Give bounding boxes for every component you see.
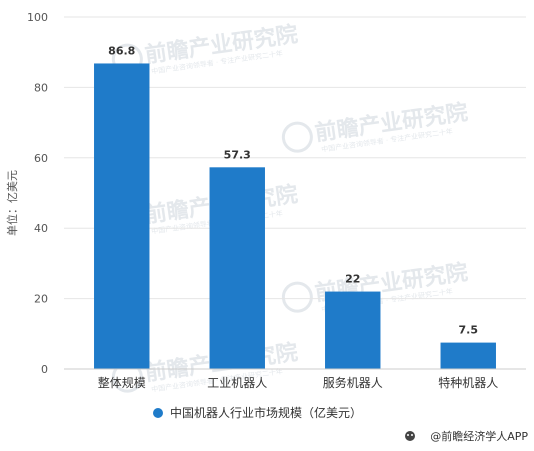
y-tick-label: 60 bbox=[34, 152, 48, 165]
wechat-icon-shape bbox=[405, 431, 415, 441]
legend[interactable]: 中国机器人行业市场规模（亿美元） bbox=[153, 405, 362, 420]
data-labels: 86.8 57.3 22 7.5 bbox=[108, 44, 478, 336]
x-tick-label: 特种机器人 bbox=[438, 375, 498, 390]
x-tick-label: 服务机器人 bbox=[323, 375, 383, 390]
legend-label: 中国机器人行业市场规模（亿美元） bbox=[170, 405, 362, 420]
y-tick-label: 100 bbox=[27, 11, 48, 24]
bar-value-label: 7.5 bbox=[459, 324, 479, 337]
legend-marker bbox=[153, 408, 163, 418]
x-axis-labels: 整体规模 工业机器人 服务机器人 特种机器人 bbox=[98, 375, 499, 390]
y-tick-label: 80 bbox=[34, 81, 48, 94]
y-tick-label: 0 bbox=[41, 363, 48, 376]
source-text: @前瞻经济学人APP bbox=[430, 429, 528, 443]
wechat-icon bbox=[405, 431, 415, 441]
bar[interactable] bbox=[94, 63, 150, 370]
bars bbox=[94, 63, 496, 370]
bar-value-label: 57.3 bbox=[224, 148, 251, 161]
bar-value-label: 22 bbox=[345, 273, 360, 286]
x-tick-label: 整体规模 bbox=[98, 375, 146, 390]
bar[interactable] bbox=[325, 291, 381, 369]
y-tick-label: 20 bbox=[34, 293, 48, 306]
bar[interactable] bbox=[440, 342, 496, 369]
wechat-icon-eye bbox=[407, 434, 409, 436]
wechat-icon-eye bbox=[411, 434, 413, 436]
bar[interactable] bbox=[209, 167, 265, 369]
y-tick-label: 40 bbox=[34, 222, 48, 235]
y-axis-ticks: 0 20 40 60 80 100 bbox=[27, 11, 48, 376]
watermark-logo-icon bbox=[281, 281, 313, 313]
x-tick-label: 工业机器人 bbox=[207, 376, 267, 390]
source-credit: @前瞻经济学人APP bbox=[405, 429, 528, 443]
watermark-logo-icon bbox=[281, 121, 313, 153]
y-axis-title: 单位：亿美元 bbox=[5, 170, 19, 236]
bar-value-label: 86.8 bbox=[108, 44, 135, 57]
